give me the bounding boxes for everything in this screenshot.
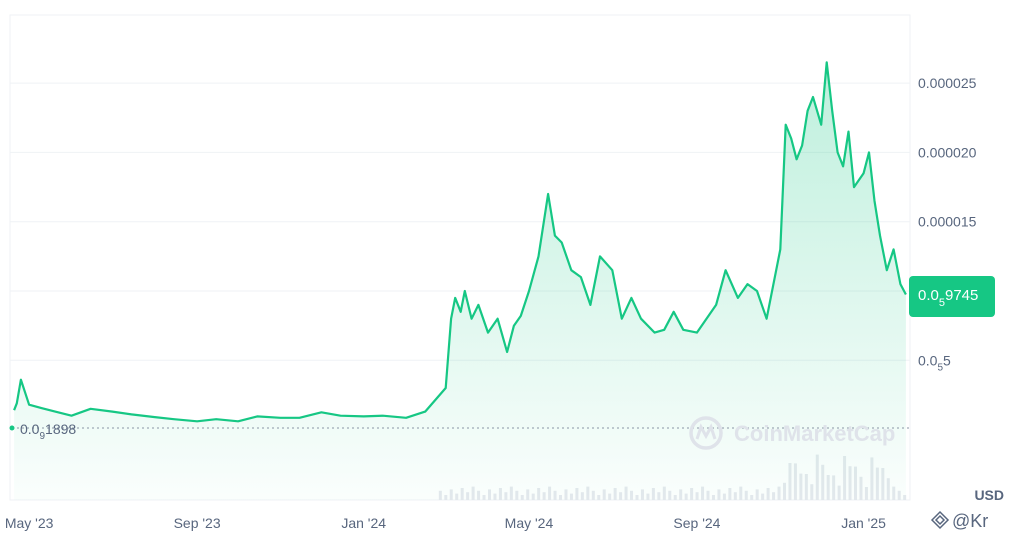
corner-mark: @Kr — [930, 510, 988, 531]
y-tick-label: 0.000025 — [918, 75, 977, 91]
x-tick-label: Sep '23 — [174, 515, 221, 531]
price-area — [14, 62, 906, 501]
x-tick-label: Jan '24 — [341, 515, 386, 531]
currency-unit-label: USD — [974, 487, 1004, 503]
price-line — [13, 61, 907, 423]
current-price-label: 0.059745 — [918, 287, 978, 309]
cmc-logo-icon — [689, 416, 723, 450]
x-tick-label: Sep '24 — [673, 515, 720, 531]
corner-mark-text: @Kr — [952, 511, 988, 531]
start-price-label: 0.091898 — [20, 421, 76, 442]
watermark-text: CoinMarketCap — [734, 421, 895, 446]
y-axis-ticks: 0.000025 0.000020 0.000015 0.055 — [918, 75, 977, 373]
current-price-badge-bg — [909, 276, 995, 317]
coinmarketcap-watermark: CoinMarketCap — [689, 416, 895, 450]
start-price-dot — [9, 425, 15, 431]
x-tick-label: May '23 — [5, 515, 54, 531]
y-tick-label: 0.000020 — [918, 144, 977, 160]
x-axis-ticks: May '23 Sep '23 Jan '24 May '24 Sep '24 Jan '… — [5, 515, 886, 531]
x-tick-label: May '24 — [505, 515, 554, 531]
diamond-logo-icon — [930, 510, 950, 530]
x-tick-label: Jan '25 — [841, 515, 886, 531]
y-tick-label: 0.000015 — [918, 214, 977, 230]
current-price-badge: 0.059745 — [909, 276, 995, 317]
y-tick-label: 0.055 — [918, 352, 951, 373]
cmc-logo-wave-icon — [695, 423, 717, 440]
